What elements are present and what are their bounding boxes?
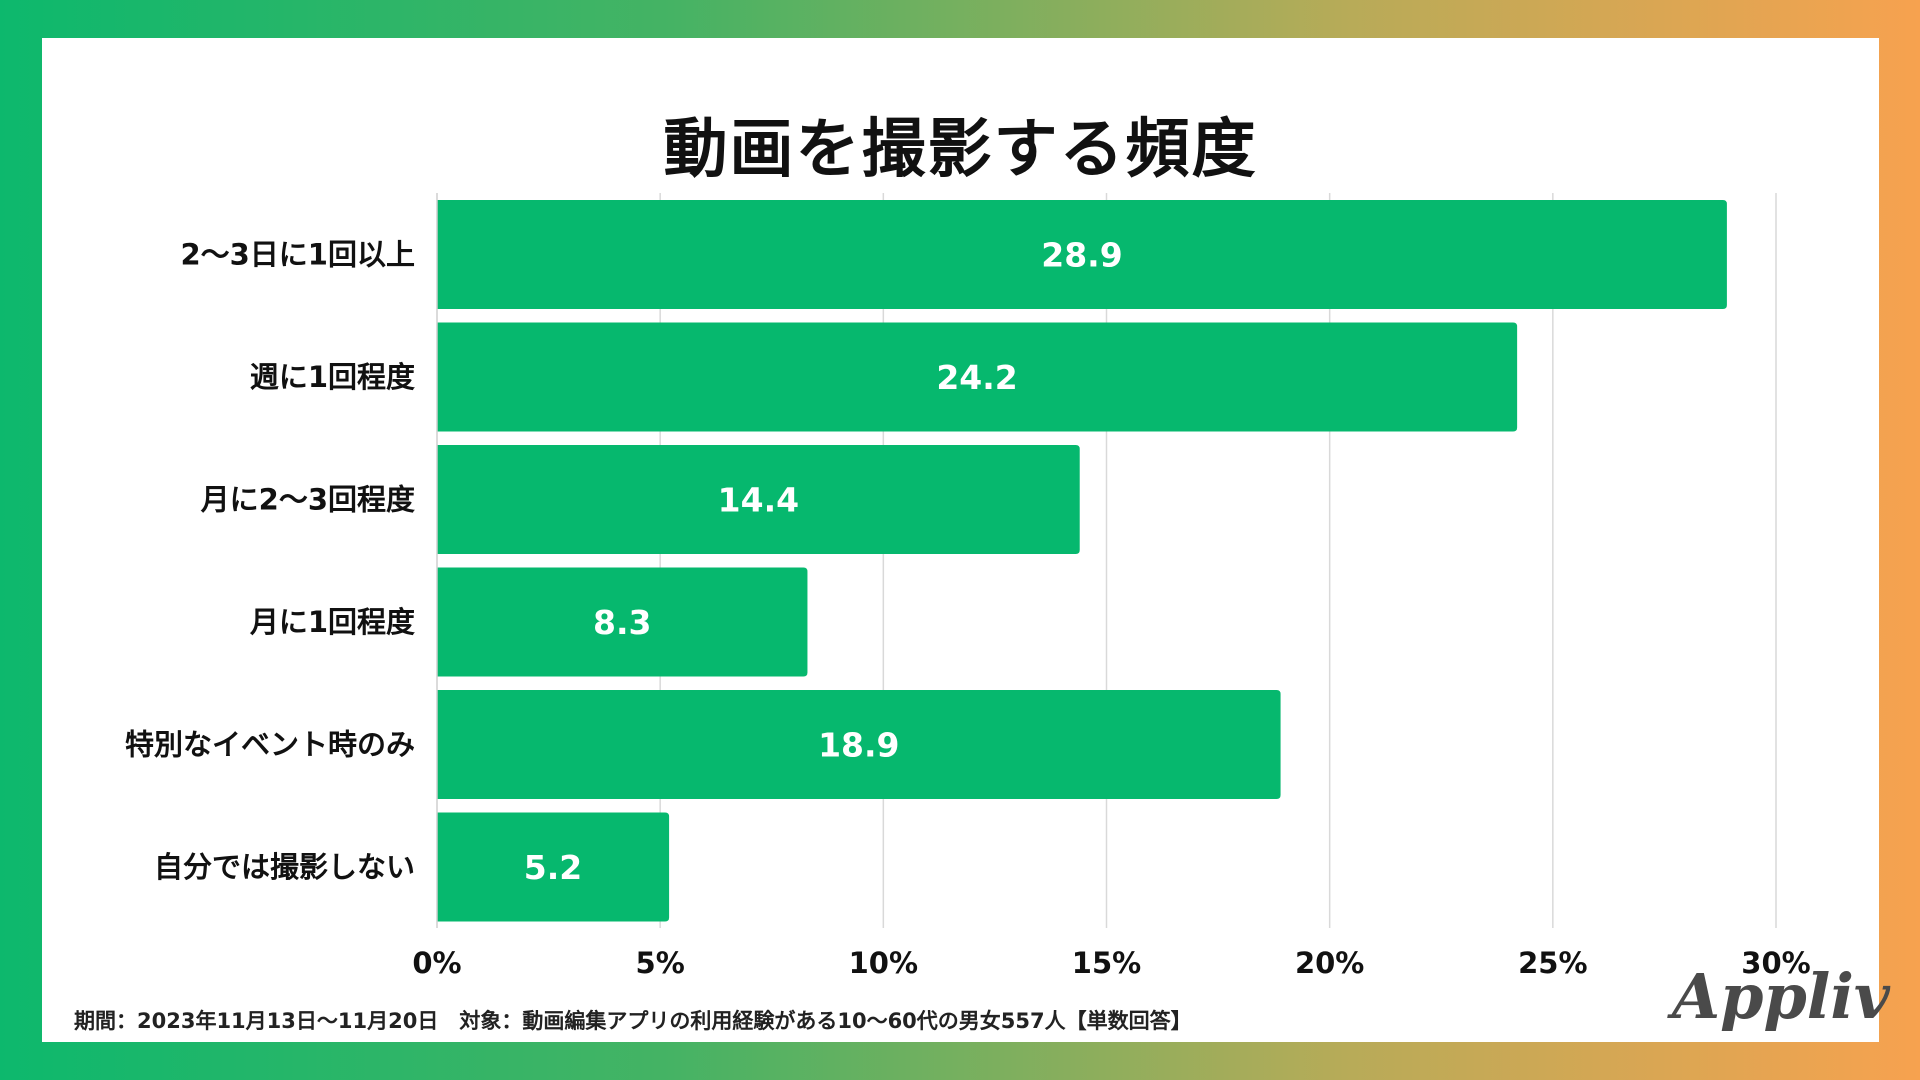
appliv-logo: Appliv [1672, 960, 1890, 1033]
category-label: 自分では撮影しない [154, 850, 415, 884]
x-tick-label: 30% [1741, 946, 1810, 980]
x-tick-label: 15% [1072, 946, 1141, 980]
bar-value-label: 28.9 [1041, 236, 1122, 275]
bar-value-label: 24.2 [936, 358, 1017, 397]
survey-footnote: 期間：2023年11月13日〜11月20日 対象：動画編集アプリの利用経験がある… [74, 1009, 1192, 1033]
bar-value-label: 18.9 [818, 726, 899, 765]
chart-card: 動画を撮影する頻度 28.9 2〜3日に1回以上 24.2 週に1回程度 14.4 月に2… [42, 38, 1890, 1042]
x-tick-label: 20% [1295, 946, 1364, 980]
chart-title: 動画を撮影する頻度 [663, 113, 1258, 187]
bar[interactable] [437, 445, 1080, 554]
x-tick-label: 5% [636, 946, 685, 980]
bar-value-label: 8.3 [593, 603, 651, 642]
bar[interactable] [437, 200, 1727, 309]
bar[interactable] [437, 812, 670, 922]
bar[interactable] [437, 322, 1518, 432]
category-label: 月に2〜3回程度 [200, 483, 415, 517]
x-tick-label: 0% [412, 946, 461, 980]
bar[interactable] [437, 567, 808, 677]
bar-value-label: 5.2 [524, 848, 582, 887]
bar-value-label: 14.4 [718, 481, 799, 520]
category-label: 特別なイベント時のみ [125, 728, 415, 762]
category-label: 月に1回程度 [249, 605, 415, 639]
bar-chart: 28.9 2〜3日に1回以上 24.2 週に1回程度 14.4 月に2〜3回程度 8.3 月に… [125, 193, 1811, 980]
x-tick-label: 10% [849, 946, 918, 980]
category-label: 2〜3日に1回以上 [180, 238, 415, 272]
category-label: 週に1回程度 [250, 360, 415, 394]
x-tick-label: 25% [1518, 946, 1587, 980]
bar[interactable] [437, 690, 1281, 799]
